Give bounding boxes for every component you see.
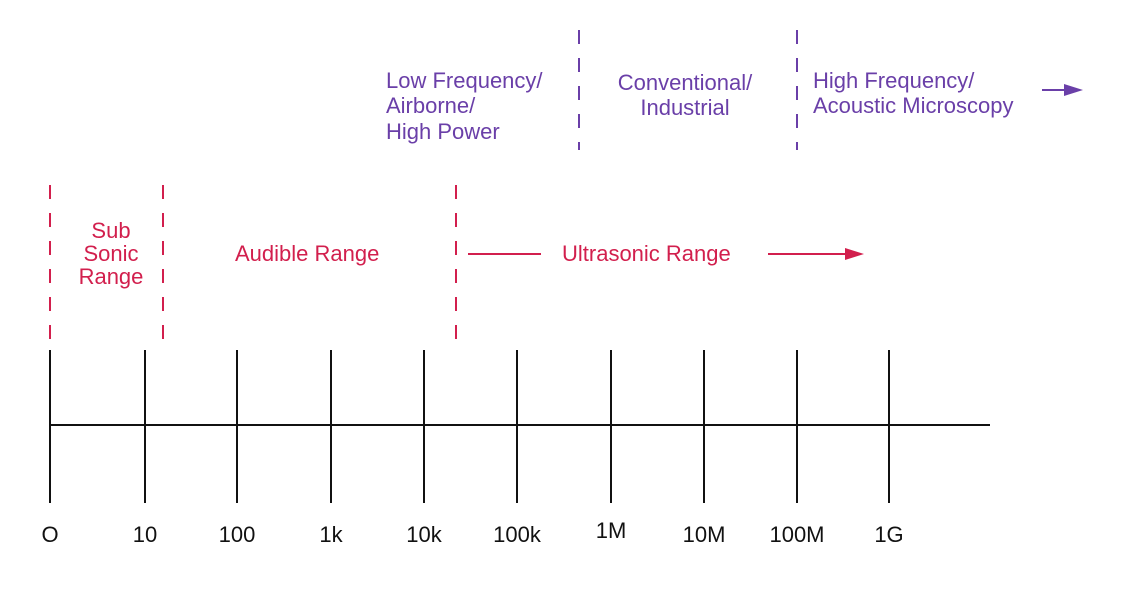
axis-tick-label-4: 10k (406, 522, 442, 547)
axis-tick-label-7: 10M (682, 522, 726, 547)
axis-tick-label-6: 1M (595, 518, 627, 543)
high-frequency-line-1: High Frequency/ (813, 68, 975, 93)
low-frequency-line-3: High Power (386, 118, 500, 144)
conventional-line-1: Conventional/ (617, 70, 753, 95)
conventional-label: Conventional/ Industrial (609, 70, 761, 121)
axis-ticks (49, 350, 890, 503)
axis-tick-label-8: 100M (769, 522, 825, 547)
ultrasonic-arrow-head (845, 248, 864, 260)
ultrasonic-range-label: Ultrasonic Range (562, 241, 731, 266)
high-frequency-line-2: Acoustic Microscopy (813, 93, 1014, 119)
axis-tick-label-0: O (41, 522, 59, 547)
axis-tick-label-9: 1G (874, 522, 904, 547)
low-frequency-line-1: Low Frequency/ (386, 68, 543, 93)
audible-range-label: Audible Range (235, 241, 380, 266)
axis-tick-label-2: 100 (218, 522, 256, 547)
axis-tick-label-1: 10 (132, 522, 158, 547)
sub-sonic-label: Sub Sonic Range (70, 219, 152, 288)
axis-tick-label-3: 1k (319, 522, 343, 547)
sub-sonic-line-1: Sub (91, 218, 131, 243)
low-frequency-line-2: Airborne/ (386, 93, 476, 119)
sub-sonic-line-3: Range (78, 264, 144, 290)
high-frequency-arrow-head (1064, 84, 1083, 96)
conventional-line-2: Industrial (640, 95, 730, 121)
sub-sonic-line-2: Sonic (83, 241, 139, 267)
axis-tick-label-5: 100k (493, 522, 541, 547)
low-frequency-label: Low Frequency/ Airborne/ High Power (386, 68, 543, 144)
high-frequency-label: High Frequency/ Acoustic Microscopy (813, 68, 1014, 119)
